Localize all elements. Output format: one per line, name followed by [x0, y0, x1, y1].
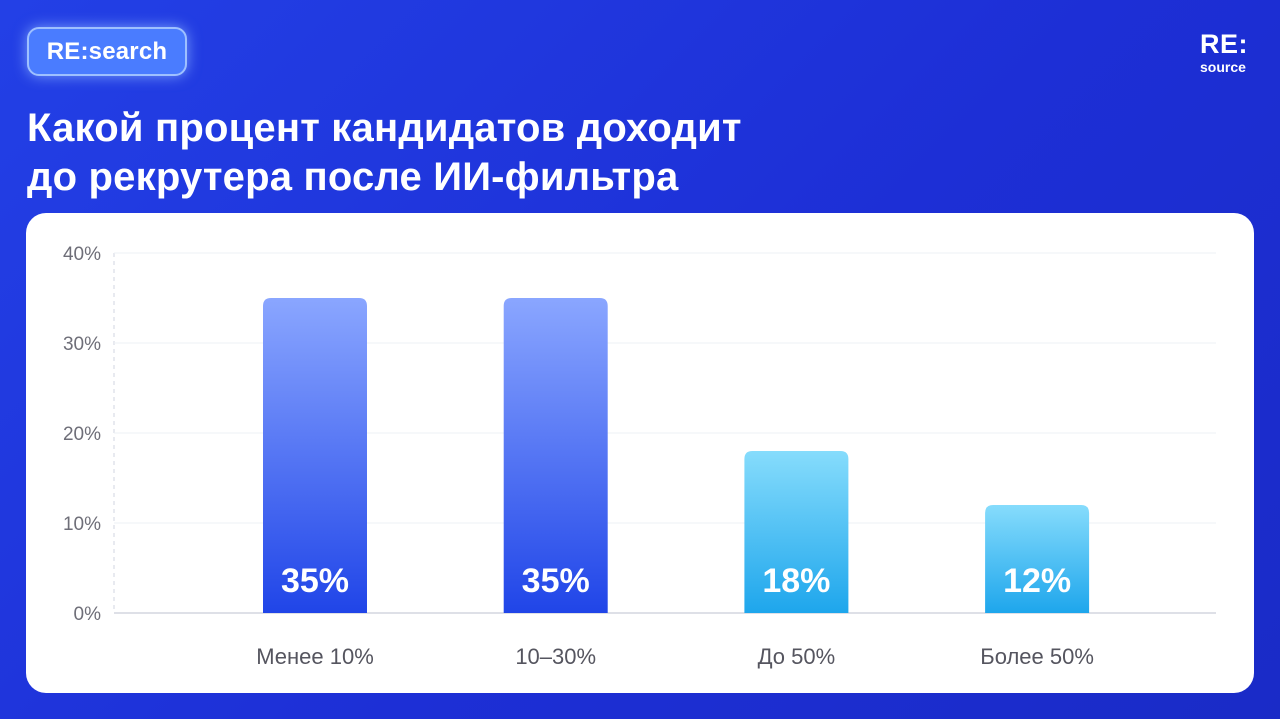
- category-label: До 50%: [758, 644, 836, 669]
- bar: [503, 298, 608, 613]
- y-tick-label: 30%: [63, 334, 101, 355]
- category-label: Более 50%: [980, 644, 1094, 669]
- chart-card: 0% 10% 20% 30% 40% 35% Менее 10% 35% 10–30% 18% До…: [26, 213, 1254, 693]
- y-tick-label: 40%: [63, 244, 101, 265]
- category-label: 10–30%: [515, 644, 596, 669]
- brand-logo: RE: source: [1200, 30, 1248, 74]
- logo-top-text: RE:: [1200, 29, 1248, 59]
- bar-value-label: 35%: [281, 562, 349, 600]
- bar-value-label: 35%: [522, 562, 590, 600]
- title-line-1: Какой процент кандидатов доходит: [27, 106, 742, 150]
- bar-value-label: 12%: [1003, 562, 1071, 600]
- category-label: Менее 10%: [256, 644, 374, 669]
- title-line-2: до рекрутера после ИИ-фильтра: [27, 155, 679, 199]
- research-badge: RE:search: [27, 27, 187, 76]
- y-tick-label: 10%: [63, 514, 101, 535]
- page-title: Какой процент кандидатов доходит до рекр…: [27, 104, 1127, 202]
- bar: [985, 505, 1090, 613]
- bar-chart: 0% 10% 20% 30% 40% 35% Менее 10% 35% 10–30% 18% До…: [63, 244, 1216, 669]
- y-tick-label: 20%: [63, 424, 101, 445]
- bar: [263, 298, 367, 613]
- bar: [744, 451, 849, 613]
- logo-bottom-text: source: [1200, 59, 1246, 75]
- bar-value-label: 18%: [762, 562, 830, 600]
- y-tick-label: 0%: [74, 604, 102, 625]
